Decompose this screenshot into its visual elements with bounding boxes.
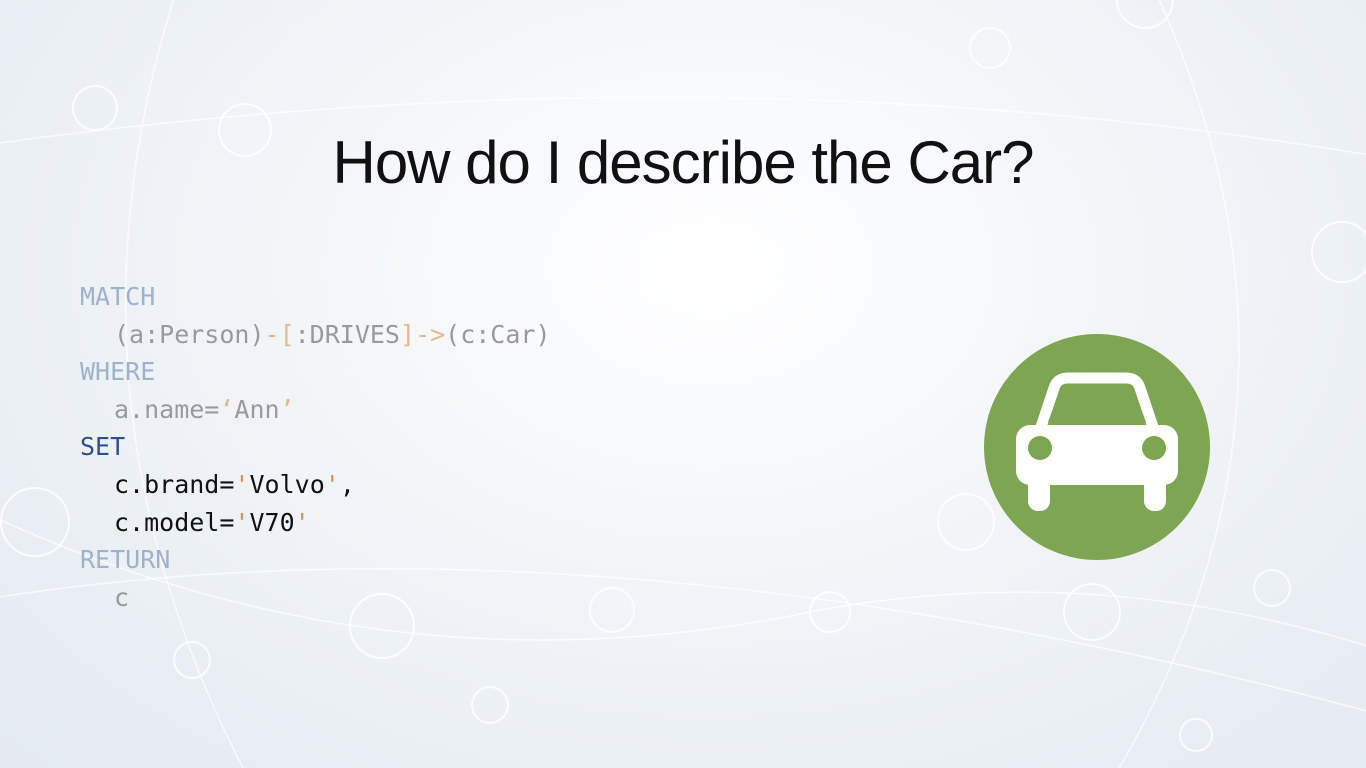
code-token: -[	[264, 319, 295, 349]
code-token: Ann	[234, 394, 280, 424]
code-token: c	[114, 582, 130, 612]
code-line: (a:Person)-[:DRIVES]->(c:Car)	[80, 316, 551, 354]
code-token: ,	[339, 469, 355, 499]
code-token: c.brand=	[114, 469, 235, 499]
keyword: RETURN	[80, 545, 171, 575]
code-token: ’	[279, 394, 295, 424]
code-token: (a:Person)	[114, 319, 265, 349]
code-token: :DRIVES	[294, 319, 400, 349]
car-icon	[984, 334, 1210, 560]
code-token: '	[324, 469, 340, 499]
code-token: ]->	[399, 319, 446, 349]
code-token: Volvo	[249, 469, 325, 499]
code-token: a.name=	[114, 394, 220, 424]
keyword: SET	[80, 432, 126, 462]
code-line: a.name=‘Ann’	[80, 391, 551, 429]
slide-title: How do I describe the Car?	[332, 129, 1034, 196]
code-line: c	[80, 579, 551, 617]
code-token: '	[234, 469, 250, 499]
code-token: (c:Car)	[445, 319, 551, 349]
code-token: '	[234, 507, 250, 537]
code-token: '	[294, 507, 310, 537]
code-token: V70	[249, 507, 295, 537]
code-line: c.model='V70'	[80, 504, 551, 542]
code-block: MATCH (a:Person)-[:DRIVES]->(c:Car) WHER…	[80, 278, 551, 616]
code-token: c.model=	[114, 507, 235, 537]
code-line: WHERE	[80, 353, 551, 391]
code-line: MATCH	[80, 278, 551, 316]
keyword: MATCH	[80, 282, 156, 311]
code-line: SET	[80, 428, 551, 466]
keyword: WHERE	[80, 357, 156, 387]
code-line: RETURN	[80, 541, 551, 579]
code-token: ‘	[219, 394, 235, 424]
code-line: c.brand='Volvo',	[80, 466, 551, 504]
